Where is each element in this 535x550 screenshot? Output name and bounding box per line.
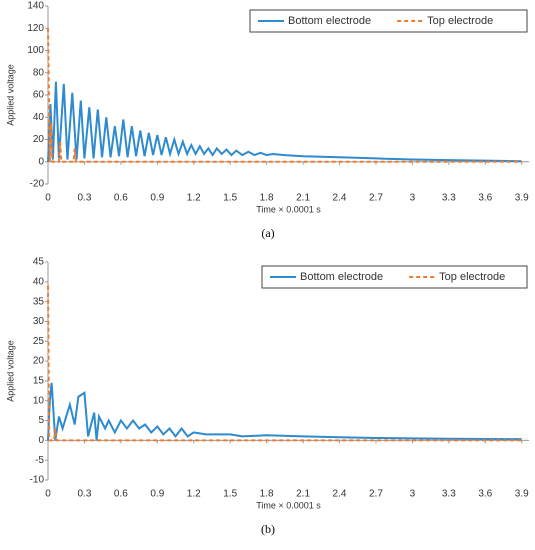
series-line (47, 28, 522, 163)
x-tick-label: 3.6 (478, 489, 492, 500)
x-tick-label: 1.5 (223, 489, 237, 500)
x-tick-label: 0.6 (114, 489, 128, 500)
legend-label: Top electrode (427, 15, 493, 27)
x-tick-label: 0 (45, 193, 51, 204)
x-tick-label: 1.2 (187, 193, 201, 204)
legend-label: Bottom electrode (288, 15, 371, 27)
y-tick-label: 60 (33, 90, 45, 101)
x-tick-label: 0.9 (150, 193, 164, 204)
x-tick-label: 1.8 (260, 489, 274, 500)
x-tick-label: 3.9 (515, 193, 529, 204)
y-tick-label: -20 (30, 179, 45, 190)
legend-label: Top electrode (439, 271, 505, 283)
x-tick-label: 1.8 (260, 193, 274, 204)
y-tick-label: 0 (38, 435, 44, 446)
y-tick-label: 35 (33, 296, 45, 307)
x-tick-label: 1.5 (223, 193, 237, 204)
y-tick-label: 20 (33, 134, 45, 145)
x-tick-label: 1.2 (187, 489, 201, 500)
x-tick-label: 2.1 (296, 489, 310, 500)
series-line (47, 285, 522, 442)
y-tick-label: 140 (27, 1, 44, 12)
x-tick-label: 0.3 (77, 193, 91, 204)
y-tick-label: 15 (33, 376, 45, 387)
x-tick-label: 2.7 (369, 193, 383, 204)
x-tick-label: 3.3 (442, 489, 456, 500)
y-tick-label: 100 (27, 45, 44, 56)
legend-box (249, 9, 528, 33)
x-tick-label: 0.6 (114, 193, 128, 204)
y-tick-label: -5 (35, 455, 44, 466)
x-axis-label: Time × 0.0001 s (256, 500, 321, 510)
x-tick-label: 3.6 (478, 193, 492, 204)
x-tick-label: 2.7 (369, 489, 383, 500)
series-line (47, 81, 522, 163)
y-axis-label: Applied voltage (5, 64, 15, 126)
y-tick-label: 40 (33, 112, 45, 123)
y-tick-label: 5 (38, 415, 44, 426)
x-axis-label: Time × 0.0001 s (256, 204, 321, 214)
y-tick-label: 20 (33, 356, 45, 367)
x-tick-label: 3.3 (442, 193, 456, 204)
y-tick-label: 30 (33, 316, 45, 327)
x-tick-label: 2.4 (333, 489, 347, 500)
series-line (47, 382, 522, 441)
x-tick-label: 3 (410, 193, 416, 204)
x-tick-label: 0 (45, 489, 51, 500)
x-tick-label: 2.1 (296, 193, 310, 204)
x-tick-label: 2.4 (333, 193, 347, 204)
y-axis-label: Applied voltage (5, 340, 15, 402)
y-tick-label: 25 (33, 336, 45, 347)
x-tick-label: 0.9 (150, 489, 164, 500)
y-tick-label: 40 (33, 276, 45, 287)
y-tick-label: 80 (33, 67, 45, 78)
y-tick-label: -10 (30, 475, 45, 486)
legend-box (261, 265, 528, 289)
x-tick-label: 0.3 (77, 489, 91, 500)
x-tick-label: 3 (410, 489, 416, 500)
x-tick-label: 3.9 (515, 489, 529, 500)
caption: (b) (261, 522, 275, 536)
y-tick-label: 45 (33, 257, 45, 268)
y-tick-label: 120 (27, 23, 44, 34)
y-tick-label: 10 (33, 395, 45, 406)
caption: (a) (261, 226, 274, 240)
y-tick-label: 0 (38, 156, 44, 167)
legend-label: Bottom electrode (300, 271, 383, 283)
